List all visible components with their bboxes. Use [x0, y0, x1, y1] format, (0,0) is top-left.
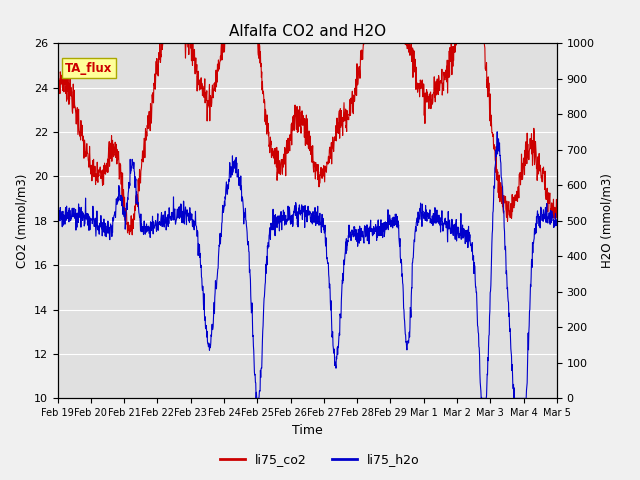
- Y-axis label: H2O (mmol/m3): H2O (mmol/m3): [600, 173, 613, 268]
- Y-axis label: CO2 (mmol/m3): CO2 (mmol/m3): [15, 174, 28, 268]
- Legend: li75_co2, li75_h2o: li75_co2, li75_h2o: [215, 448, 425, 471]
- Title: Alfalfa CO2 and H2O: Alfalfa CO2 and H2O: [228, 24, 386, 39]
- Text: TA_flux: TA_flux: [65, 61, 113, 74]
- X-axis label: Time: Time: [292, 424, 323, 437]
